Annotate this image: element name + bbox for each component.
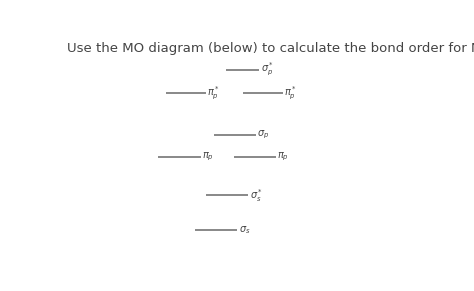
- Text: $\sigma_s^*$: $\sigma_s^*$: [249, 187, 263, 203]
- Text: $\sigma_p$: $\sigma_p$: [256, 128, 269, 141]
- Text: $\pi_p$: $\pi_p$: [277, 151, 289, 163]
- Text: $\pi_p$: $\pi_p$: [202, 151, 214, 163]
- Text: $\sigma_p^*$: $\sigma_p^*$: [261, 61, 273, 78]
- Text: $\pi_p^*$: $\pi_p^*$: [207, 84, 220, 102]
- Text: $\sigma_s$: $\sigma_s$: [238, 224, 250, 236]
- Text: $\pi_p^*$: $\pi_p^*$: [284, 84, 297, 102]
- Text: Use the MO diagram (below) to calculate the bond order for NO·.: Use the MO diagram (below) to calculate …: [66, 42, 474, 55]
